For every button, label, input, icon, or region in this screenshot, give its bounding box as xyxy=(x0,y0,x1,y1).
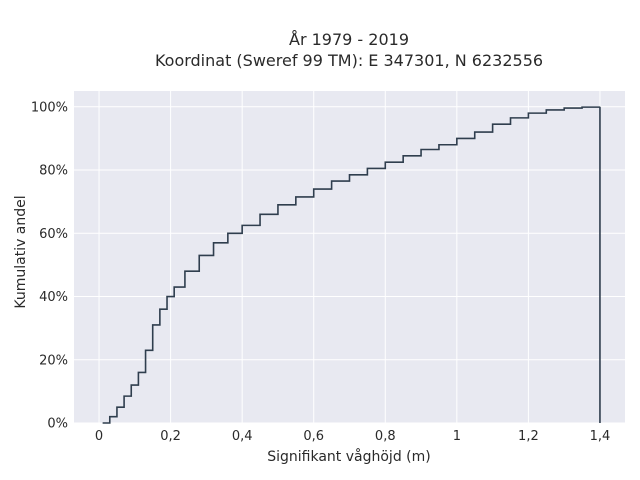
cdf-step-line xyxy=(102,106,601,424)
y-tick-label: 60% xyxy=(39,227,68,242)
x-tick-label: 1,4 xyxy=(590,429,611,444)
y-tick-label: 0% xyxy=(47,417,68,432)
x-tick-label: 0,4 xyxy=(232,429,253,444)
chart-title-line-1: År 1979 - 2019 xyxy=(289,30,409,49)
axis-tick-labels: 0 0,2 0,4 0,6 0,8 1 1,2 1,4 0% 20% 40% 60% 80% 100% xyxy=(31,100,610,444)
x-axis-label: Signifikant våghöjd (m) xyxy=(267,448,430,465)
y-tick-label: 20% xyxy=(39,353,68,368)
x-tick-label: 0,6 xyxy=(303,429,324,444)
y-tick-label: 80% xyxy=(39,164,68,179)
y-tick-label: 100% xyxy=(31,100,68,115)
chart-title-line-2: Koordinat (Sweref 99 TM): E 347301, N 62… xyxy=(155,51,543,70)
x-tick-label: 1,2 xyxy=(518,429,539,444)
x-tick-label: 0,8 xyxy=(375,429,396,444)
x-tick-label: 1 xyxy=(453,429,461,444)
y-axis-label: Kumulativ andel xyxy=(13,195,29,308)
x-tick-label: 0 xyxy=(95,429,103,444)
grid-lines xyxy=(74,91,625,424)
plot-area xyxy=(74,91,625,423)
y-tick-label: 40% xyxy=(39,290,68,305)
x-tick-label: 0,2 xyxy=(160,429,181,444)
